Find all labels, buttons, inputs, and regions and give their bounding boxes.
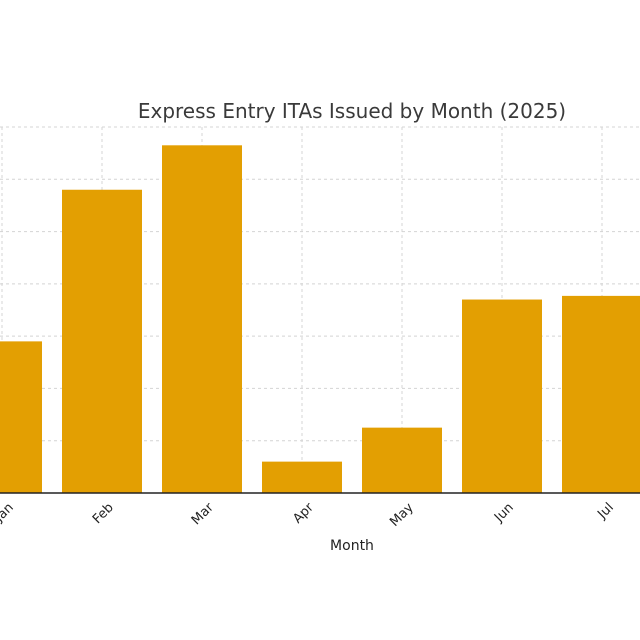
x-tick-label-jun: Jun <box>491 500 517 526</box>
x-tick-label-apr: Apr <box>290 500 317 527</box>
x-tick-label-feb: Feb <box>90 500 117 527</box>
x-tick-label-jan: Jan <box>0 500 17 525</box>
bars <box>0 145 640 494</box>
bar-jun <box>462 299 542 493</box>
bar-may <box>362 427 442 493</box>
x-tick-labels: Jan Feb Mar Apr May Jun Jul <box>0 500 617 530</box>
x-tick-label-jul: Jul <box>594 500 616 522</box>
x-axis-label: Month <box>330 538 374 554</box>
bar-jan <box>0 341 42 493</box>
x-tick-label-may: May <box>387 500 417 530</box>
bar-mar <box>162 145 242 494</box>
bar-feb <box>62 189 142 493</box>
x-tick-label-mar: Mar <box>189 500 217 528</box>
bar-apr <box>262 461 342 493</box>
bar-jul <box>562 295 640 493</box>
chart-title: Express Entry ITAs Issued by Month (2025… <box>138 99 566 123</box>
